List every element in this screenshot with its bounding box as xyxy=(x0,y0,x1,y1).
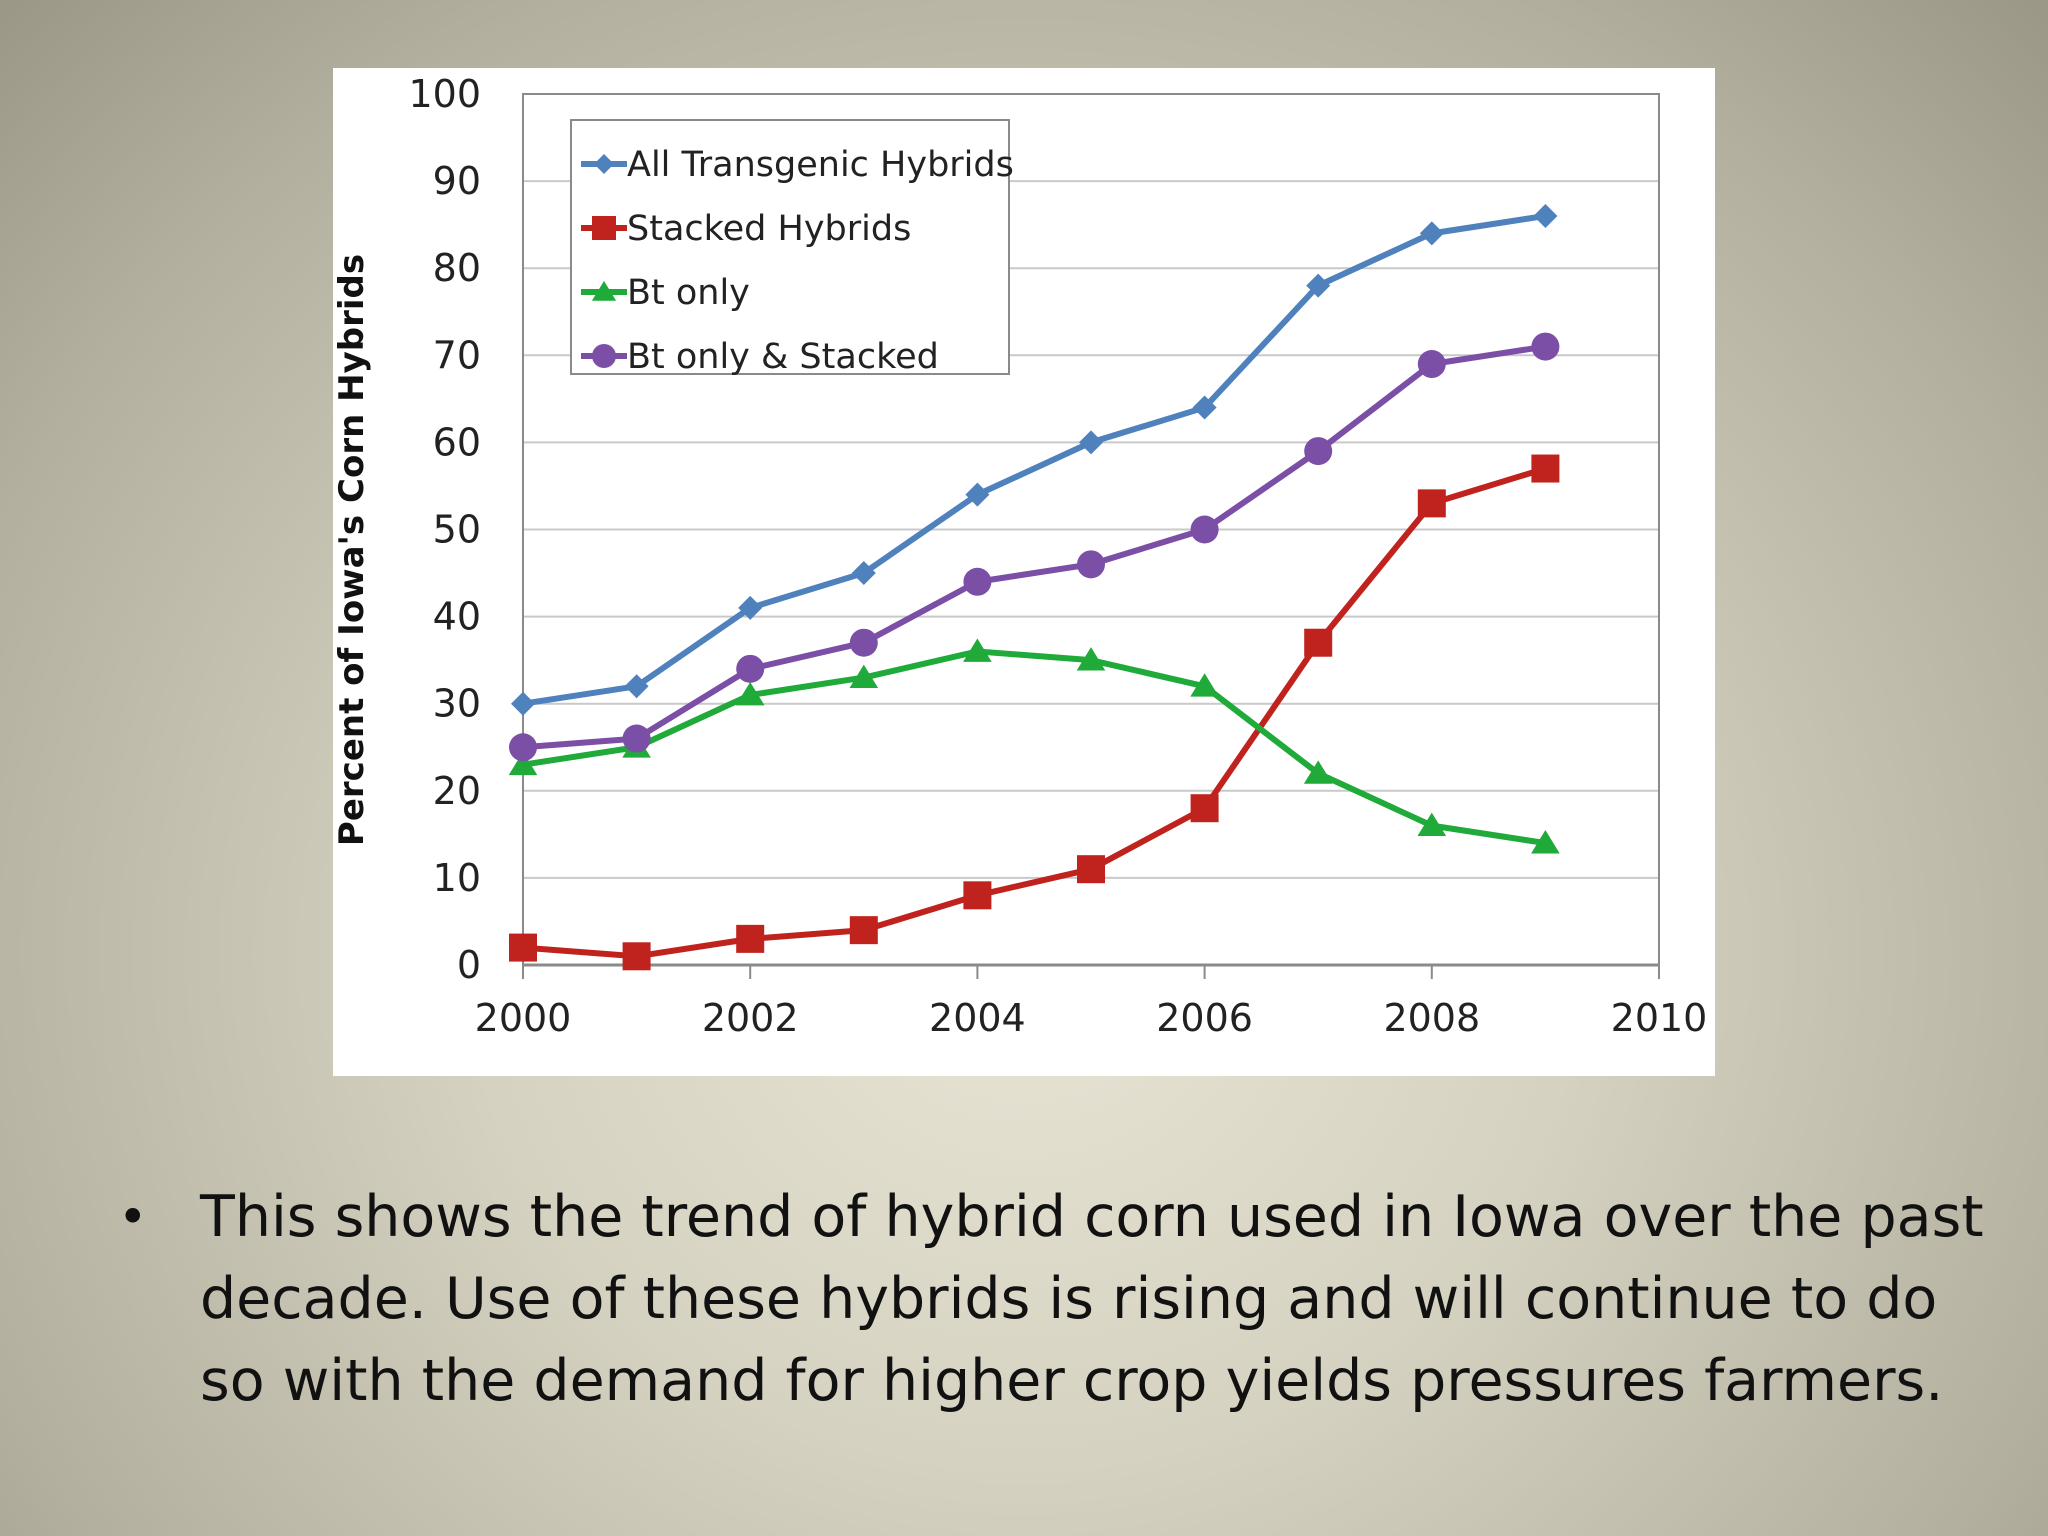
legend-marker-2 xyxy=(591,281,617,301)
bullet-text: This shows the trend of hybrid corn used… xyxy=(200,1184,1984,1414)
data-point-1-2007 xyxy=(1304,628,1333,657)
data-point-3-2005 xyxy=(1077,550,1105,579)
data-point-3-2009 xyxy=(1531,332,1560,361)
y-tick-0: 0 xyxy=(457,943,481,987)
data-point-3-2002 xyxy=(736,654,765,683)
data-point-3-2008 xyxy=(1417,350,1446,379)
series-line-1 xyxy=(522,465,1547,960)
legend-marker-1 xyxy=(592,216,616,240)
data-point-1-2005 xyxy=(1077,855,1105,884)
legend-label-0: All Transgenic Hybrids xyxy=(627,145,1014,185)
y-tick-100: 100 xyxy=(408,72,481,116)
x-tick-2000: 2000 xyxy=(475,996,572,1040)
series xyxy=(508,203,1560,971)
y-tick-labels: 0 10 20 30 40 50 60 70 80 90 100 xyxy=(408,72,481,987)
data-point-1-2000 xyxy=(509,933,537,962)
legend-label-1: Stacked Hybrids xyxy=(627,209,911,249)
y-tick-30: 30 xyxy=(433,682,481,726)
axes xyxy=(522,93,1660,979)
bullet-symbol: • xyxy=(118,1188,148,1246)
series-line-3 xyxy=(522,343,1546,751)
data-point-0-2002 xyxy=(738,595,763,620)
data-point-2-2009 xyxy=(1531,830,1560,854)
data-point-3-2004 xyxy=(963,567,992,596)
data-point-1-2006 xyxy=(1190,794,1219,823)
data-point-1-2003 xyxy=(849,916,878,945)
y-tick-10: 10 xyxy=(433,856,481,900)
data-point-2-2008 xyxy=(1417,812,1447,837)
data-point-3-2001 xyxy=(622,724,651,753)
data-point-1-2008 xyxy=(1417,489,1446,518)
data-point-3-2003 xyxy=(849,628,878,657)
data-point-2-2005 xyxy=(1076,647,1106,671)
x-tick-2004: 2004 xyxy=(929,996,1026,1040)
data-point-3-2000 xyxy=(509,733,537,762)
chart-panel: 0 10 20 30 40 50 60 70 80 90 100 2000 2002 2004 2006 2… xyxy=(333,68,1715,1076)
y-tick-40: 40 xyxy=(433,595,481,639)
y-tick-50: 50 xyxy=(433,508,481,552)
data-point-2-2003 xyxy=(849,664,879,688)
data-point-0-2005 xyxy=(1079,430,1103,455)
data-point-2-2002 xyxy=(735,681,765,706)
series-0 xyxy=(511,203,1558,716)
data-point-1-2009 xyxy=(1531,454,1560,483)
data-point-0-2004 xyxy=(965,482,990,507)
legend: All Transgenic Hybrids Stacked Hybrids Bt … xyxy=(570,119,1014,377)
data-point-0-2000 xyxy=(511,691,535,716)
x-tick-2010: 2010 xyxy=(1611,996,1708,1040)
x-tick-2006: 2006 xyxy=(1156,996,1253,1040)
data-point-1-2001 xyxy=(622,942,651,971)
data-point-0-2009 xyxy=(1533,203,1558,228)
data-point-1-2002 xyxy=(736,924,765,953)
legend-box xyxy=(570,119,1010,375)
legend-marker-3 xyxy=(592,344,616,368)
bullet-point: • This shows the trend of hybrid corn us… xyxy=(118,1176,1988,1422)
y-tick-80: 80 xyxy=(433,246,481,290)
legend-label-3: Bt only & Stacked xyxy=(627,337,939,377)
series-line-2 xyxy=(522,648,1546,847)
series-line-0 xyxy=(522,212,1546,707)
data-point-2-2004 xyxy=(963,638,992,662)
data-point-2-2000 xyxy=(508,751,538,776)
data-point-0-2001 xyxy=(624,674,649,699)
legend-marker-0 xyxy=(594,154,614,174)
x-tick-labels: 2000 2002 2004 2006 2008 2010 xyxy=(475,996,1708,1040)
y-tick-70: 70 xyxy=(433,333,481,377)
data-point-3-2006 xyxy=(1190,515,1219,544)
data-point-2-2006 xyxy=(1190,673,1219,697)
x-tick-2008: 2008 xyxy=(1383,996,1480,1040)
data-point-0-2008 xyxy=(1419,221,1444,246)
data-point-0-2003 xyxy=(851,561,876,586)
data-point-1-2004 xyxy=(963,881,992,910)
legend-label-2: Bt only xyxy=(627,273,750,313)
y-tick-90: 90 xyxy=(433,159,481,203)
y-axis-title: Percent of Iowa's Corn Hybrids xyxy=(333,254,372,846)
data-point-0-2006 xyxy=(1192,395,1217,420)
y-tick-20: 20 xyxy=(433,769,481,813)
data-point-2-2007 xyxy=(1303,760,1333,784)
y-tick-60: 60 xyxy=(433,420,481,464)
data-point-3-2007 xyxy=(1304,437,1333,466)
series-1 xyxy=(509,454,1560,971)
series-2 xyxy=(508,638,1560,854)
series-3 xyxy=(509,332,1560,762)
data-point-0-2007 xyxy=(1306,273,1331,298)
x-tick-2002: 2002 xyxy=(702,996,799,1040)
